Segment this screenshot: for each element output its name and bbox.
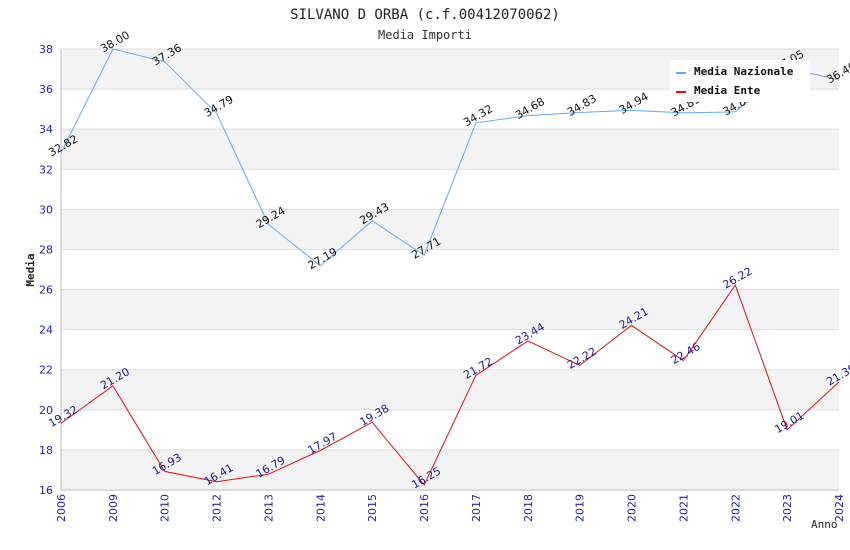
x-tick-label: 2015	[366, 494, 379, 522]
grid-band	[61, 129, 839, 170]
y-tick-label: 38	[39, 43, 53, 56]
data-label: 34.68	[513, 95, 547, 122]
grid-lines	[61, 48, 839, 491]
y-axis-ticks: 16 18 20 22 24 26 28 30 32 34 36 38	[39, 43, 53, 497]
chart-title: SILVANO D ORBA (c.f.00412070062)	[290, 7, 560, 23]
data-label: 34.32	[461, 102, 495, 129]
y-tick-label: 28	[39, 243, 53, 256]
y-tick-label: 20	[39, 404, 53, 417]
chart-subtitle: Media Importi	[378, 28, 472, 42]
data-label: 34.79	[202, 93, 236, 120]
y-axis-label: Media	[24, 253, 37, 286]
legend: Media Nazionale Media Ente	[670, 60, 810, 102]
x-tick-label: 2014	[314, 494, 327, 522]
x-tick-label: 2020	[626, 494, 639, 522]
y-tick-label: 22	[39, 364, 53, 377]
legend-label-nazionale: Media Nazionale	[694, 65, 794, 78]
x-tick-label: 2013	[262, 494, 275, 522]
data-label: 21.39	[824, 361, 850, 388]
x-tick-label: 2023	[781, 494, 794, 522]
x-tick-label: 2024	[833, 494, 846, 522]
y-tick-label: 18	[39, 444, 53, 457]
grid-band	[61, 209, 839, 250]
y-tick-label: 30	[39, 203, 53, 216]
grid-band	[61, 369, 839, 410]
legend-box	[670, 60, 810, 102]
x-axis-label: Anno	[811, 518, 838, 531]
x-tick-label: 2022	[729, 494, 742, 522]
y-tick-label: 26	[39, 284, 53, 297]
axes	[60, 49, 839, 491]
y-tick-label: 34	[39, 123, 53, 136]
series-line-nazionale	[60, 48, 840, 267]
x-tick-label: 2016	[418, 494, 431, 522]
x-tick-label: 2017	[470, 494, 483, 522]
grid-bands	[61, 49, 839, 490]
y-tick-label: 36	[39, 83, 53, 96]
x-tick-label: 2006	[55, 494, 68, 522]
data-label: 22.22	[565, 345, 599, 372]
series-line-ente	[60, 284, 840, 486]
legend-label-ente: Media Ente	[694, 84, 761, 97]
x-tick-label: 2021	[677, 494, 690, 522]
y-tick-label: 32	[39, 163, 53, 176]
data-label: 22.46	[669, 340, 703, 367]
y-tick-label: 16	[39, 484, 53, 497]
data-label: 26.22	[721, 265, 755, 292]
data-label: 34.83	[565, 92, 599, 119]
x-tick-label: 2012	[211, 494, 224, 522]
grid-band	[61, 449, 839, 490]
x-tick-label: 2018	[522, 494, 535, 522]
x-tick-label: 2019	[574, 494, 587, 522]
y-tick-label: 24	[39, 324, 53, 337]
data-label: 34.94	[617, 90, 651, 117]
grid-band	[61, 289, 839, 330]
x-tick-label: 2010	[159, 494, 172, 522]
x-axis-ticks: 2006 2009 2010 2012 2013 2014 2015 2016 2017 2018…	[55, 494, 846, 522]
x-tick-label: 2009	[107, 494, 120, 522]
series-lines	[60, 48, 840, 486]
data-label: 19.01	[772, 409, 806, 436]
